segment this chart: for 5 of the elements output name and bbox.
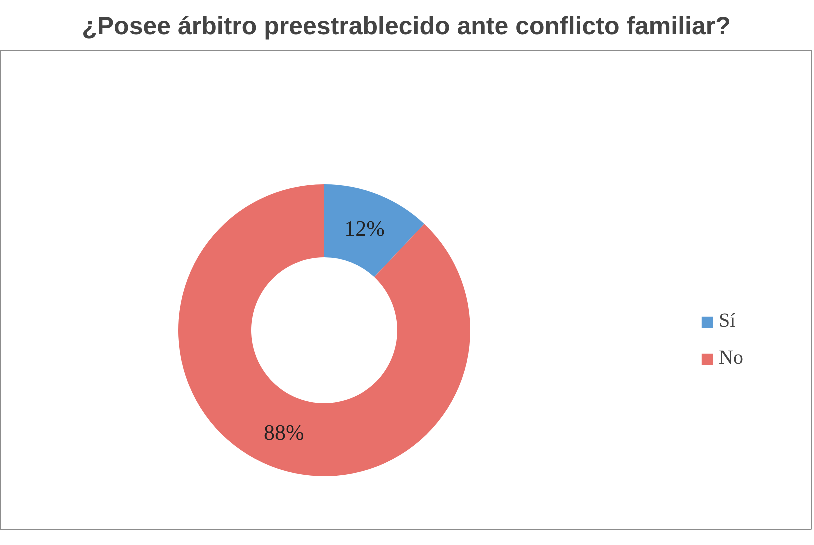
legend-label: Sí [719, 310, 737, 333]
data-label: 88% [264, 420, 304, 445]
chart-title: ¿Posee árbitro preestrablecido ante conflicto familiar? [82, 12, 731, 40]
legend-label: No [719, 347, 744, 370]
data-label: 12% [344, 216, 385, 242]
